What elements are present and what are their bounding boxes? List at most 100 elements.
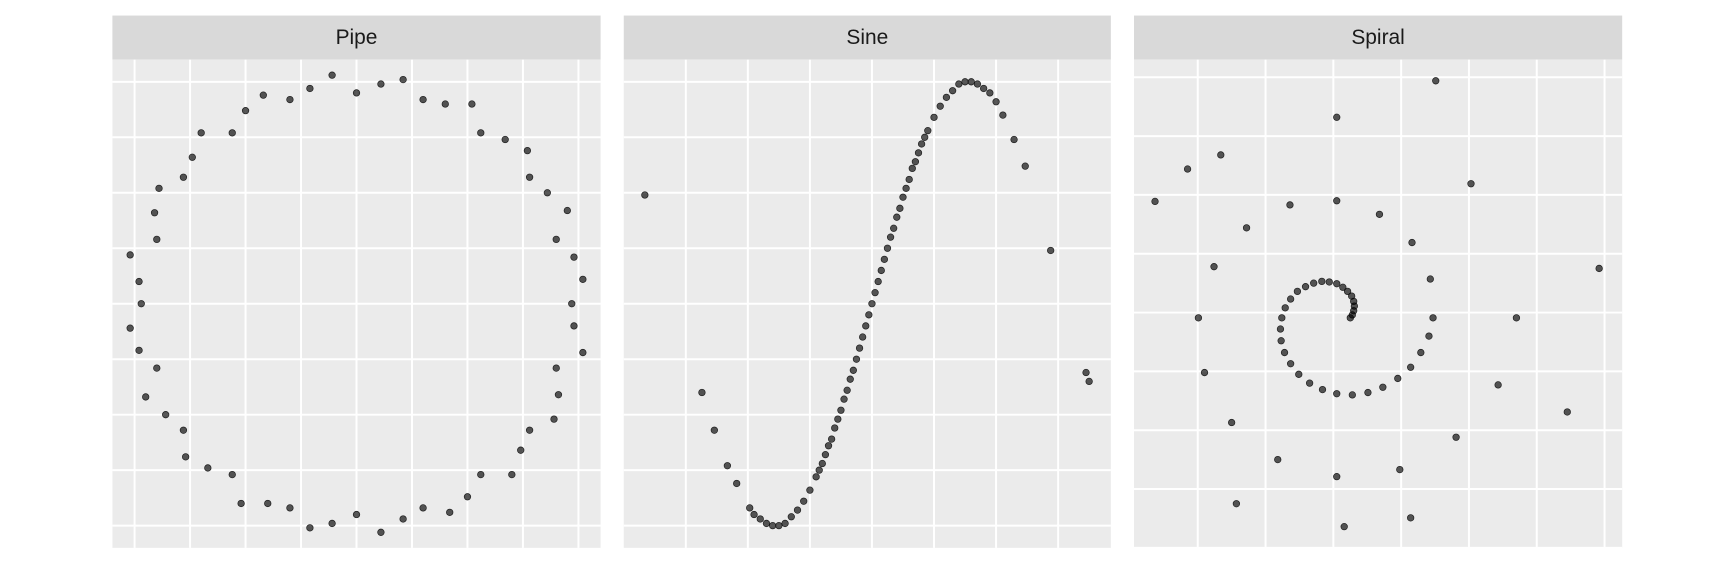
point (886, 233, 895, 241)
point (843, 386, 851, 394)
point (1396, 465, 1404, 474)
point (1417, 348, 1425, 357)
point (328, 71, 336, 79)
point (1305, 379, 1314, 387)
point (762, 519, 771, 528)
point (1348, 391, 1356, 399)
point (899, 193, 907, 201)
point (550, 415, 558, 423)
point (812, 473, 820, 481)
strip (1134, 15, 1623, 60)
point (162, 411, 170, 419)
point (756, 515, 764, 523)
point (1010, 135, 1018, 144)
point (1563, 408, 1571, 416)
point (306, 84, 314, 93)
point (204, 464, 212, 472)
point (477, 470, 485, 479)
point (1200, 368, 1209, 377)
point (781, 519, 789, 528)
point (1394, 374, 1402, 383)
point (793, 506, 802, 514)
point (126, 324, 134, 332)
point (570, 322, 578, 330)
point (352, 510, 361, 519)
point (806, 486, 814, 494)
point (868, 300, 876, 308)
point (328, 519, 336, 528)
point (286, 95, 294, 104)
point (1286, 360, 1295, 368)
point (179, 173, 188, 181)
point (880, 255, 889, 263)
point (930, 113, 938, 121)
point (1340, 523, 1348, 531)
point (1194, 314, 1203, 322)
point (135, 346, 143, 354)
point (179, 426, 188, 434)
point (827, 435, 836, 443)
point (1343, 287, 1352, 296)
point (877, 266, 885, 275)
point (1228, 418, 1236, 427)
point (135, 277, 143, 286)
point (188, 153, 196, 161)
point (893, 213, 901, 221)
point (1452, 433, 1460, 441)
point (241, 107, 250, 115)
point (155, 184, 163, 192)
point (1286, 295, 1295, 303)
point (1325, 278, 1333, 286)
point (800, 497, 808, 505)
point (523, 146, 532, 155)
point (787, 513, 795, 521)
point (775, 522, 783, 530)
point (419, 504, 427, 512)
point (840, 395, 848, 403)
point (1242, 224, 1251, 232)
point (917, 140, 926, 148)
point (419, 95, 427, 104)
point (1595, 264, 1603, 273)
point (525, 173, 534, 181)
point (1407, 514, 1415, 522)
point (1364, 388, 1372, 397)
point (150, 209, 159, 217)
point (153, 235, 161, 244)
point (999, 111, 1007, 119)
point (849, 366, 857, 374)
point (914, 149, 923, 157)
point (641, 191, 649, 199)
point (1432, 77, 1440, 85)
point (1183, 165, 1192, 173)
point (980, 84, 988, 93)
point (921, 133, 929, 141)
point (908, 164, 916, 173)
point (1277, 337, 1285, 345)
point (815, 466, 823, 474)
point (750, 510, 758, 519)
strip (623, 15, 1111, 60)
point (501, 135, 509, 144)
point (733, 479, 741, 488)
point (1333, 390, 1341, 398)
point (824, 442, 833, 450)
point (377, 528, 385, 536)
point (1467, 180, 1475, 188)
point (967, 78, 975, 86)
point (197, 129, 205, 137)
point (769, 522, 777, 530)
point (883, 244, 892, 252)
point (579, 348, 587, 357)
point (1217, 151, 1225, 159)
point (441, 100, 449, 108)
point (228, 129, 236, 137)
point (986, 89, 994, 97)
point (710, 426, 718, 434)
point (973, 80, 982, 88)
point (905, 175, 913, 184)
point (924, 127, 932, 135)
point (948, 87, 957, 95)
point (554, 391, 563, 399)
